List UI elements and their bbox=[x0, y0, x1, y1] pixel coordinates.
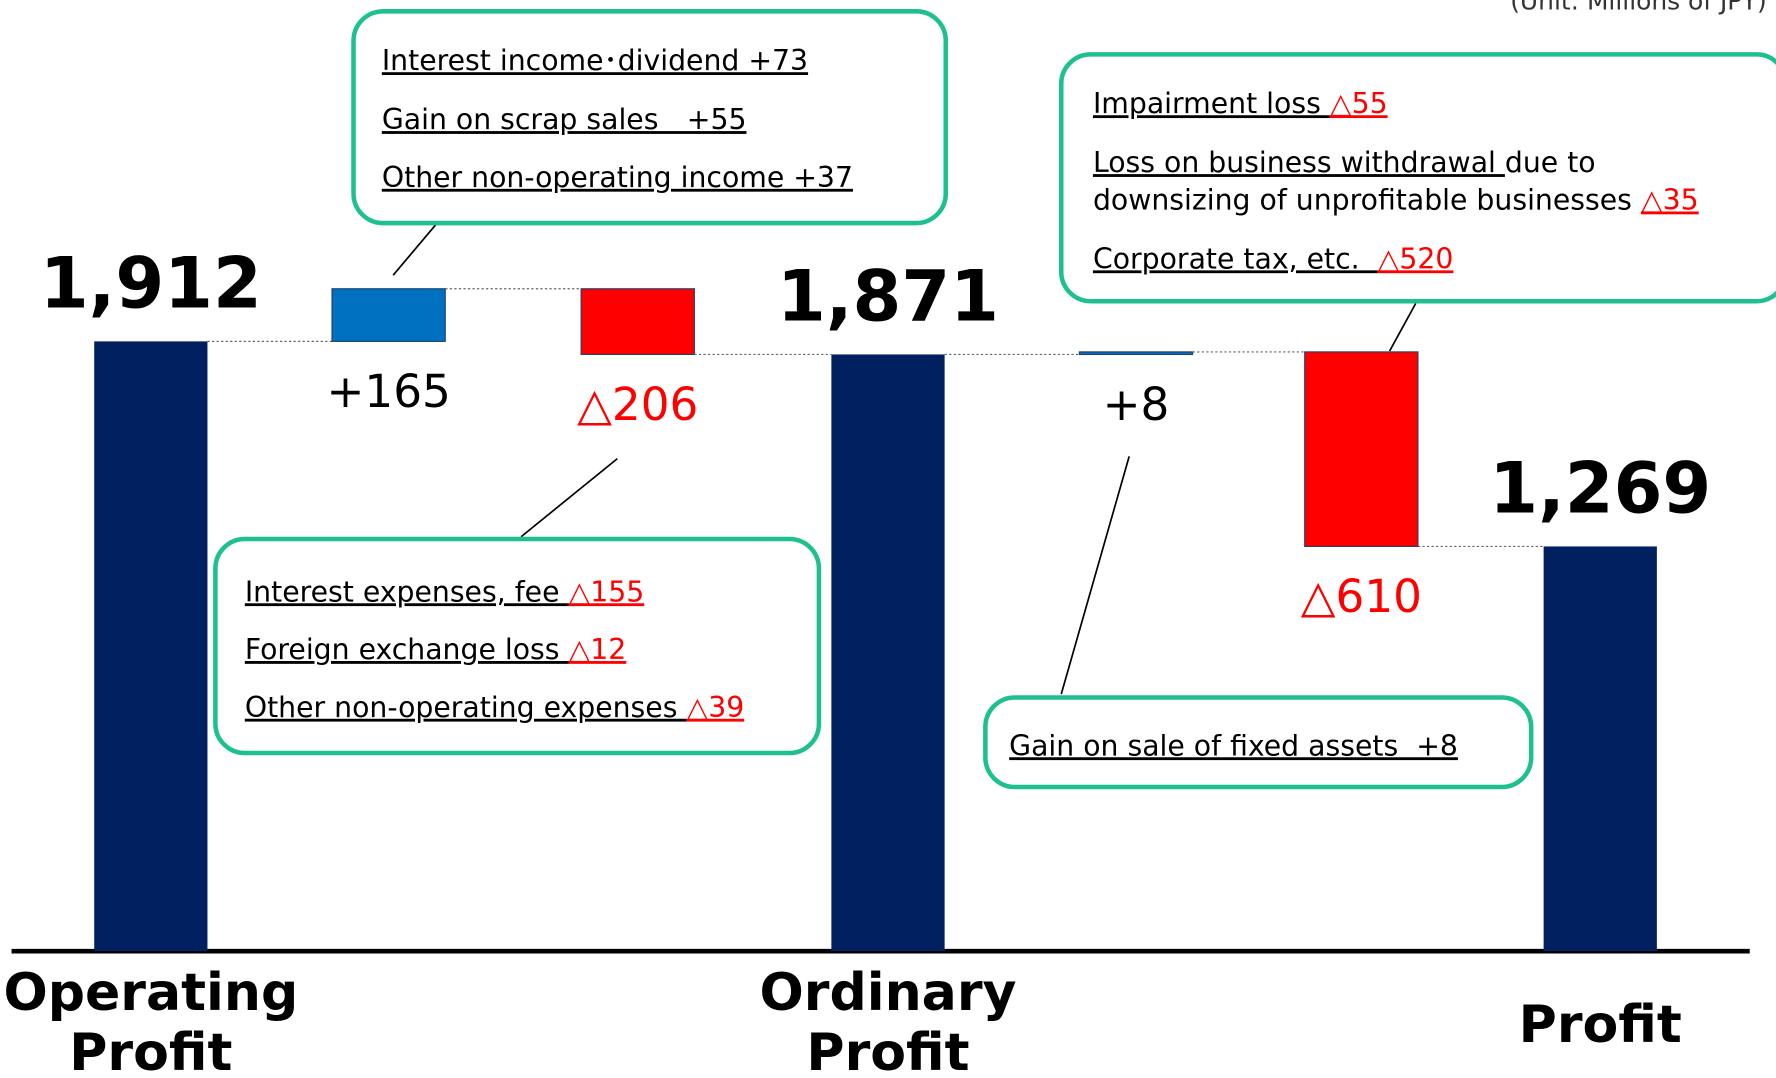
value-label: +165 bbox=[326, 365, 450, 418]
bar bbox=[1304, 351, 1419, 548]
category-label: Ordinary Profit bbox=[760, 963, 1017, 1078]
callout-text: Corporate tax, etc. △520 bbox=[1093, 242, 1453, 275]
category-label: Operating Profit bbox=[3, 963, 298, 1078]
value-label: △610 bbox=[1301, 570, 1422, 623]
bar bbox=[831, 354, 945, 952]
callout-pointer bbox=[520, 457, 618, 538]
callout-box bbox=[983, 695, 1534, 790]
callout-text: Gain on sale of fixed assets +8 bbox=[1009, 729, 1458, 762]
bar bbox=[580, 288, 695, 356]
value-label: 1,269 bbox=[1489, 447, 1711, 529]
bar bbox=[94, 341, 208, 952]
callout-segment: Impairment loss bbox=[1093, 87, 1330, 120]
callout-text: Loss on business withdrawal due to bbox=[1093, 146, 1596, 179]
callout-text: downsizing of unprofitable businesses △3… bbox=[1093, 183, 1699, 216]
callout-box bbox=[1058, 52, 1776, 304]
value-label: 1,912 bbox=[40, 242, 262, 324]
callout-segment: due to bbox=[1505, 146, 1596, 179]
callout-pointer bbox=[392, 223, 437, 276]
callout-segment: Interest expenses, fee bbox=[245, 575, 569, 608]
bar bbox=[1078, 351, 1194, 356]
callout-text: Impairment loss △55 bbox=[1093, 87, 1388, 120]
callout-segment: Gain on sale of fixed assets +8 bbox=[1009, 729, 1458, 762]
callout-text: Interest expenses, fee △155 bbox=[245, 575, 644, 608]
value-label: 1,871 bbox=[777, 255, 999, 337]
callout-segment: Other non-operating income +37 bbox=[382, 161, 853, 194]
bar bbox=[331, 288, 446, 342]
callout-segment: Other non-operating expenses bbox=[245, 691, 687, 724]
callout-segment: △12 bbox=[569, 633, 627, 666]
bar bbox=[1543, 546, 1657, 952]
callout-segment: Foreign exchange loss bbox=[245, 633, 569, 666]
unit-note: (Unit: Millions of JPY) bbox=[1510, 0, 1766, 15]
callout-text: Interest income･dividend +73 bbox=[382, 44, 808, 77]
callout-segment: Gain on scrap sales +55 bbox=[382, 103, 747, 136]
callout-text: Gain on scrap sales +55 bbox=[382, 103, 747, 136]
callout-segment: △35 bbox=[1641, 183, 1699, 216]
value-label: △206 bbox=[577, 378, 698, 431]
callout-segment: △55 bbox=[1330, 87, 1388, 120]
callout-segment: △520 bbox=[1378, 242, 1454, 275]
callout-segment: downsizing of unprofitable businesses bbox=[1093, 183, 1641, 216]
category-label: Profit bbox=[1519, 995, 1682, 1055]
callout-box bbox=[213, 536, 822, 756]
callout-box bbox=[351, 9, 949, 226]
callout-segment: △39 bbox=[686, 691, 744, 724]
callout-text: Foreign exchange loss △12 bbox=[245, 633, 626, 666]
callout-text: Other non-operating income +37 bbox=[382, 161, 853, 194]
value-label: +8 bbox=[1103, 378, 1170, 431]
callout-segment: Corporate tax, etc. bbox=[1093, 242, 1378, 275]
callout-segment: Loss on business withdrawal bbox=[1093, 146, 1505, 179]
callout-segment: Interest income･dividend +73 bbox=[382, 44, 808, 77]
callout-pointer bbox=[1060, 456, 1131, 695]
callout-pointer bbox=[1388, 303, 1417, 352]
callout-segment: △155 bbox=[568, 575, 644, 608]
callout-text: Other non-operating expenses △39 bbox=[245, 691, 744, 724]
